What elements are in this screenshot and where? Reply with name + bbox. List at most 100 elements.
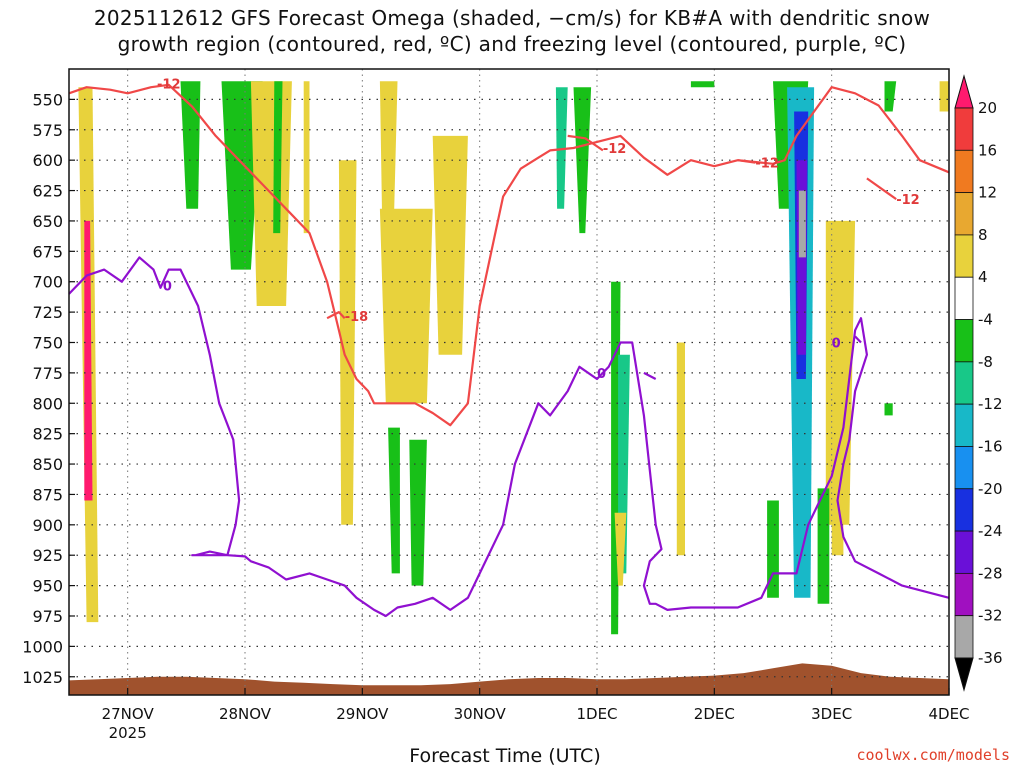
colorbar-label-4: 4 xyxy=(978,268,988,286)
y-tick-label-800: 800 xyxy=(32,394,63,413)
x-tick-label-3DEC: 3DEC xyxy=(811,705,852,723)
omega-region-12 xyxy=(409,439,427,586)
y-tick-label-850: 850 xyxy=(32,455,63,474)
omega-region-23 xyxy=(796,160,807,355)
y-tick-label-750: 750 xyxy=(32,333,63,352)
y-tick-label-575: 575 xyxy=(32,121,63,140)
dendritic-contour-2-label: -12 xyxy=(603,142,627,157)
dendritic-contour-4 xyxy=(866,177,897,200)
colorbar: 20 16 12 8 4 -4 -8 -12 -16 -20 -24 -28 -32 -36 xyxy=(954,74,1003,692)
colorbar-segment-9 xyxy=(954,446,974,490)
x-tick-label-2DEC: 2DEC xyxy=(694,705,735,723)
colorbar-label--32: -32 xyxy=(978,607,1003,625)
omega-region-26 xyxy=(817,488,830,604)
omega-region-18 xyxy=(676,342,685,556)
terrain-fill xyxy=(69,663,949,695)
dendritic-contour-4-label: -12 xyxy=(896,193,920,208)
x-tick-label-30NOV: 30NOV xyxy=(454,705,507,723)
colorbar-top-arrow xyxy=(954,74,974,109)
colorbar-label-16: 16 xyxy=(978,141,997,159)
y-tick-label-625: 625 xyxy=(32,182,63,201)
dendritic-contour-3-label: -12 xyxy=(755,157,779,172)
omega-region-17 xyxy=(614,512,627,586)
y-tick-label-950: 950 xyxy=(32,577,63,596)
omega-region-10 xyxy=(432,135,468,355)
x-tick-label-4DEC: 4DEC xyxy=(928,705,969,723)
colorbar-label--12: -12 xyxy=(978,395,1003,413)
y-tick-label-775: 775 xyxy=(32,364,63,383)
dendritic-contour-3 xyxy=(737,159,756,164)
colorbar-label--4: -4 xyxy=(978,311,993,329)
x-tick-label-28NOV: 28NOV xyxy=(219,705,272,723)
omega-region-11 xyxy=(388,427,400,574)
y-tick-label-600: 600 xyxy=(32,151,63,170)
omega-region-28 xyxy=(884,403,893,416)
y-axis: 550 575 600 625 650 675 700 725 750 775 800 825 850 8… xyxy=(22,90,75,687)
x-axis-label: Forecast Time (UTC) xyxy=(409,745,601,767)
chart-title-line1: 2025112612 GFS Forecast Omega (shaded, −… xyxy=(93,6,931,30)
dendritic-contour-2 xyxy=(567,134,604,152)
dendritic-contour-1-label: -18 xyxy=(345,310,369,325)
omega-region-5 xyxy=(273,81,283,234)
y-tick-label-650: 650 xyxy=(32,212,63,231)
colorbar-segment-5 xyxy=(954,276,974,320)
colorbar-segment-13 xyxy=(954,615,974,659)
terrain-area xyxy=(69,663,949,695)
colorbar-label-8: 8 xyxy=(978,226,988,244)
x-tick-label-29NOV: 29NOV xyxy=(336,705,389,723)
colorbar-segment-7 xyxy=(954,361,974,405)
colorbar-label--36: -36 xyxy=(978,649,1003,667)
colorbar-segment-3 xyxy=(954,192,974,236)
freezing-contour-2 xyxy=(854,335,862,344)
dendritic-contour-0 xyxy=(68,83,950,427)
omega-region-24 xyxy=(798,190,806,258)
y-tick-label-1025: 1025 xyxy=(22,668,63,687)
chart-title-line2: growth region (contoured, red, ºC) and f… xyxy=(117,32,907,56)
colorbar-segment-6 xyxy=(954,319,974,363)
y-tick-label-550: 550 xyxy=(32,90,63,109)
colorbar-segment-10 xyxy=(954,488,974,532)
colorbar-bottom-arrow xyxy=(954,657,974,692)
y-tick-label-875: 875 xyxy=(32,485,63,504)
colorbar-label-12: 12 xyxy=(978,184,997,202)
y-tick-label-975: 975 xyxy=(32,607,63,626)
y-tick-label-1000: 1000 xyxy=(22,637,63,656)
omega-region-6 xyxy=(303,81,310,234)
freezing-contour-0 xyxy=(68,256,950,618)
credit-text: coolwx.com/models xyxy=(856,746,1010,764)
omega-region-13 xyxy=(555,87,568,209)
colorbar-segment-2 xyxy=(954,149,974,194)
omega-region-30 xyxy=(690,81,715,88)
chart-grid xyxy=(69,69,950,695)
omega-region-14 xyxy=(573,87,592,234)
freezing-contour-1 xyxy=(643,371,657,380)
colorbar-label-20: 20 xyxy=(978,99,997,117)
freezing-contour-2-label: 0 xyxy=(832,336,841,351)
y-tick-label-700: 700 xyxy=(32,273,63,292)
colorbar-segment-4 xyxy=(954,234,974,278)
y-tick-label-825: 825 xyxy=(32,425,63,444)
omega-region-31 xyxy=(939,81,949,112)
dendritic-contour-1 xyxy=(326,311,346,320)
colorbar-label--8: -8 xyxy=(978,353,993,371)
x-tick-label-27NOV: 27NOV xyxy=(102,705,155,723)
plot-frame xyxy=(68,68,950,696)
contour-lines: -12 -18 -12 -12 -12 0 0 0 xyxy=(68,78,950,618)
colorbar-label--28: -28 xyxy=(978,564,1003,582)
colorbar-label--24: -24 xyxy=(978,522,1003,540)
omega-region-1 xyxy=(84,220,93,501)
x-tick-sublabel-27NOV: 2025 xyxy=(109,724,147,742)
colorbar-segment-8 xyxy=(954,403,974,447)
omega-region-9 xyxy=(379,208,433,404)
colorbar-segment-1 xyxy=(954,107,974,151)
y-tick-label-725: 725 xyxy=(32,303,63,322)
colorbar-segment-12 xyxy=(954,572,974,617)
y-tick-label-925: 925 xyxy=(32,546,63,565)
y-tick-label-675: 675 xyxy=(32,242,63,261)
x-tick-label-1DEC: 1DEC xyxy=(576,705,617,723)
freezing-contour-1-label: 0 xyxy=(597,367,606,382)
omega-region-29 xyxy=(884,81,897,112)
colorbar-label--16: -16 xyxy=(978,437,1003,455)
